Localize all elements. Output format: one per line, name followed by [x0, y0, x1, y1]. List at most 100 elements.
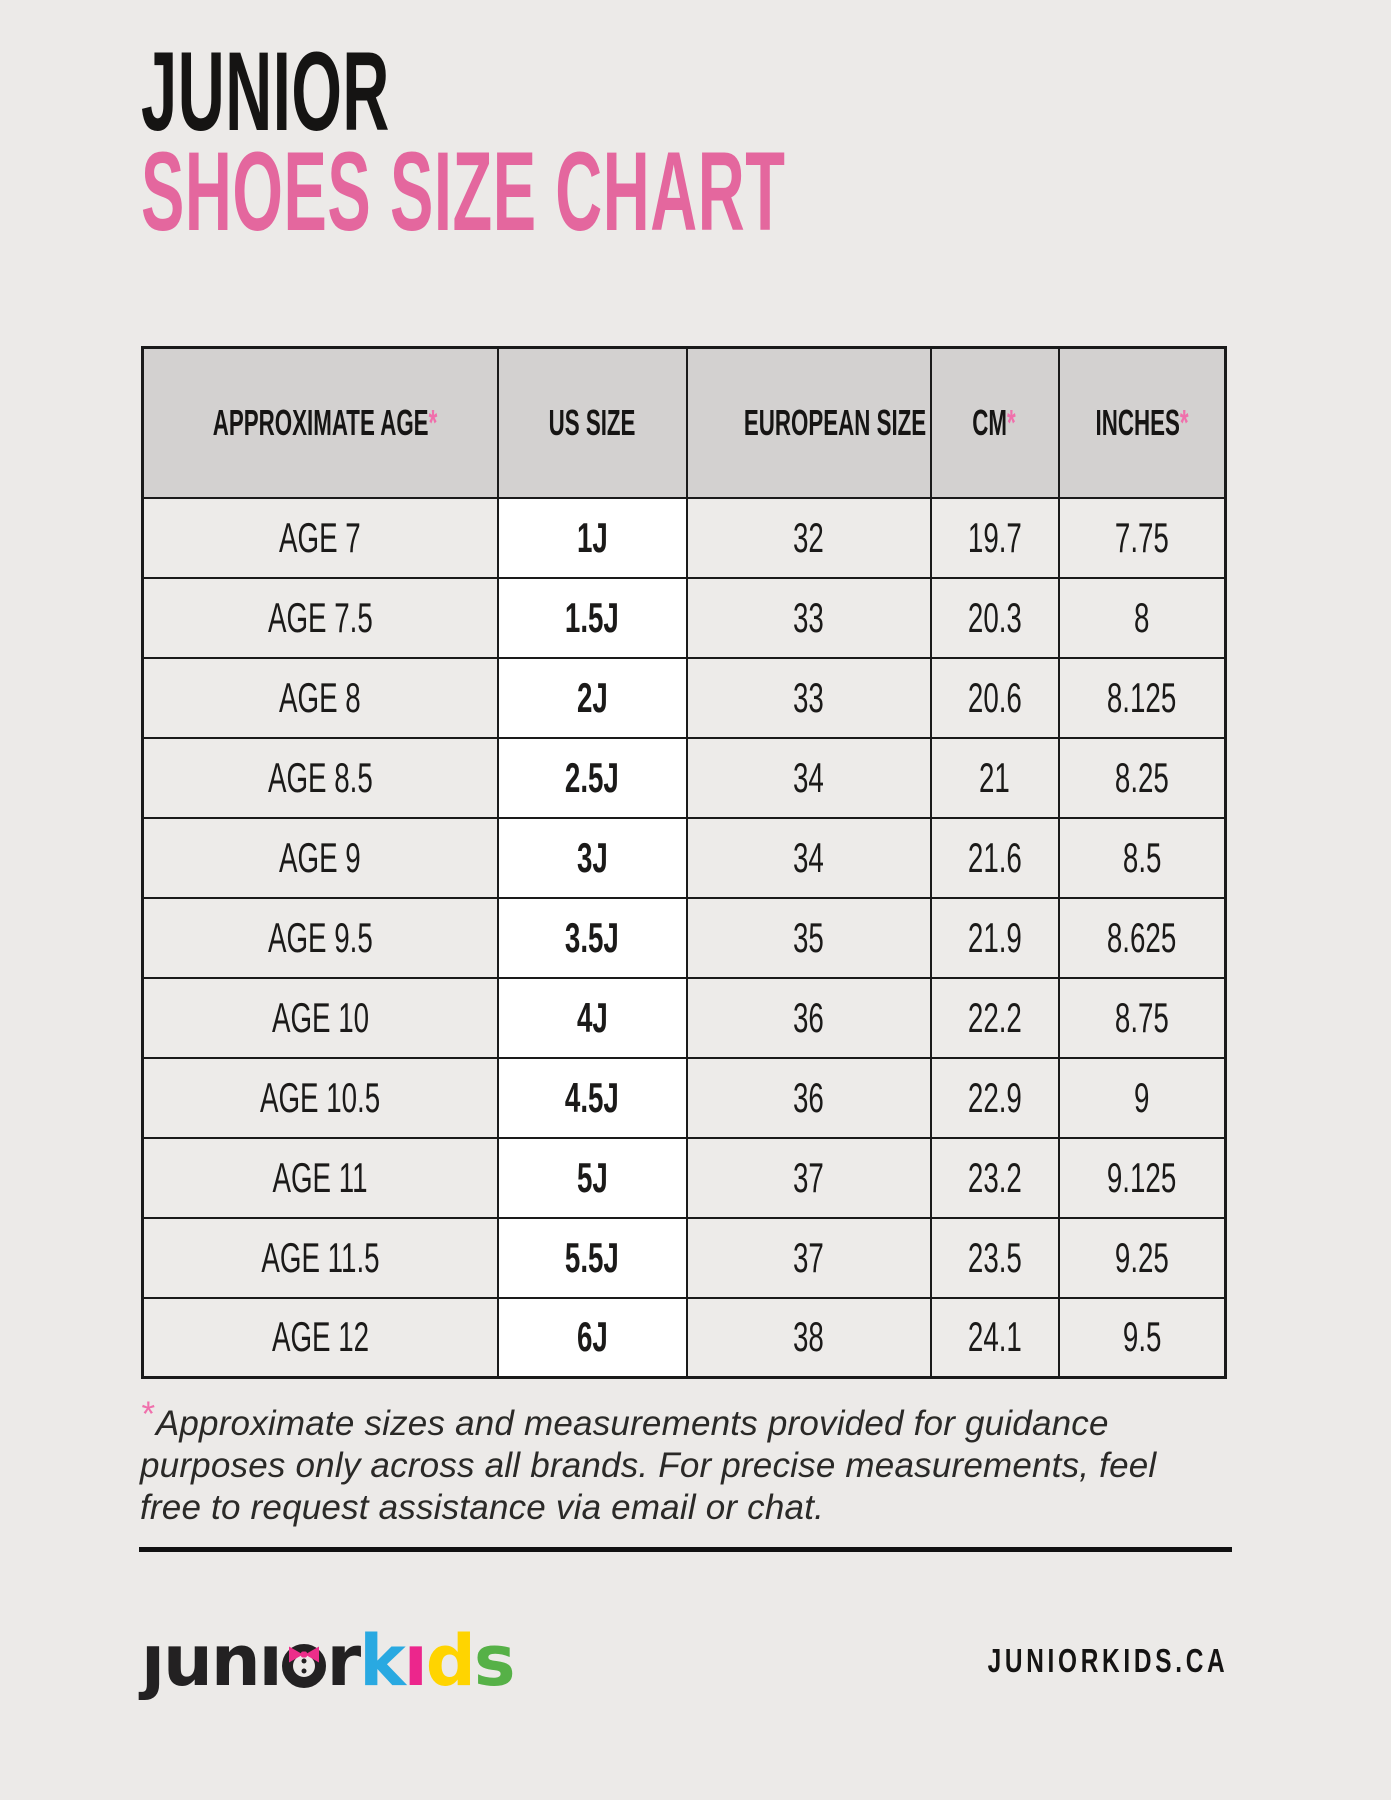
cell-us-size: 2.5J: [496, 736, 688, 819]
cell-european-size: 36: [685, 1056, 932, 1139]
asterisk: *: [1179, 401, 1189, 443]
cell-european-size: 33: [685, 656, 932, 739]
asterisk: *: [1007, 401, 1017, 443]
col-header-label: APPROXIMATE AGE: [212, 401, 429, 443]
cell-cm: 20.3: [929, 576, 1060, 659]
table-row-age-9: AGE 9 3J 34 21.6 8.5: [141, 816, 1227, 899]
footnote-text: Approximate sizes and measurements provi…: [140, 1404, 1157, 1527]
cell-european-size: 37: [685, 1136, 932, 1219]
header-row: APPROXIMATE AGE* US SIZE EUROPEAN SIZE C…: [141, 346, 1227, 499]
button-dot: [301, 1658, 307, 1664]
cell-us-size: 4.5J: [496, 1056, 688, 1139]
cell-us-size: 5J: [496, 1136, 688, 1219]
cell-age: AGE 8.5: [141, 736, 499, 819]
cell-age: AGE 10: [141, 976, 499, 1059]
cell-cm: 21.9: [929, 896, 1060, 979]
table-row-age-11: AGE 11 5J 37 23.2 9.125: [141, 1136, 1227, 1219]
logo-text-r: r: [326, 1620, 362, 1702]
cell-us-size: 5.5J: [496, 1216, 688, 1299]
col-header-label: CM: [972, 401, 1008, 443]
table-row-age-7: AGE 7 1J 32 19.7 7.75: [141, 496, 1227, 579]
bow-icon: [287, 1640, 321, 1664]
divider-line: [139, 1547, 1232, 1552]
cell-european-size: 34: [685, 736, 932, 819]
table-row-age-8: AGE 8 2J 33 20.6 8.125: [141, 656, 1227, 739]
cell-cm: 22.2: [929, 976, 1060, 1059]
cell-cm: 21: [929, 736, 1060, 819]
cell-european-size: 38: [685, 1296, 932, 1379]
title-line-junior: JUNIOR: [141, 29, 390, 154]
cell-inches: 8.625: [1057, 896, 1227, 979]
table-row-age-11-5: AGE 11.5 5.5J 37 23.5 9.25: [141, 1216, 1227, 1299]
size-table-body: AGE 7 1J 32 19.7 7.75 AGE 7.5 1.5J 33 20…: [141, 496, 1227, 1379]
col-header-approximate-age: APPROXIMATE AGE*: [141, 346, 499, 499]
cell-inches: 7.75: [1057, 496, 1227, 579]
cell-european-size: 32: [685, 496, 932, 579]
cell-cm: 19.7: [929, 496, 1060, 579]
footnote: *Approximate sizes and measurements prov…: [140, 1395, 1185, 1529]
cell-us-size: 6J: [496, 1296, 688, 1379]
cell-us-size: 2J: [496, 656, 688, 739]
cell-inches: 9: [1057, 1056, 1227, 1139]
cell-cm: 24.1: [929, 1296, 1060, 1379]
website-url: JUNIORKIDS.CA: [987, 1642, 1228, 1679]
cell-inches: 8: [1057, 576, 1227, 659]
logo-letter-k: k: [359, 1620, 406, 1702]
cell-inches: 8.125: [1057, 656, 1227, 739]
cell-age: AGE 11: [141, 1136, 499, 1219]
col-header-european-size: EUROPEAN SIZE: [685, 346, 932, 499]
cell-age: AGE 7: [141, 496, 499, 579]
cell-cm: 21.6: [929, 816, 1060, 899]
col-header-label: US SIZE: [548, 401, 636, 443]
cell-inches: 9.125: [1057, 1136, 1227, 1219]
cell-european-size: 37: [685, 1216, 932, 1299]
cell-cm: 22.9: [929, 1056, 1060, 1139]
logo-letter-i: ı: [403, 1620, 428, 1702]
cell-cm: 23.5: [929, 1216, 1060, 1299]
table-row-age-10-5: AGE 10.5 4.5J 36 22.9 9: [141, 1056, 1227, 1139]
cell-us-size: 1.5J: [496, 576, 688, 659]
col-header-label: EUROPEAN SIZE: [743, 401, 926, 443]
cell-cm: 20.6: [929, 656, 1060, 739]
logo-o-button-face-icon: [281, 1644, 326, 1688]
table-row-age-9-5: AGE 9.5 3.5J 35 21.9 8.625: [141, 896, 1227, 979]
cell-us-size: 4J: [496, 976, 688, 1059]
cell-age: AGE 11.5: [141, 1216, 499, 1299]
button-dots: [301, 1658, 307, 1674]
cell-us-size: 1J: [496, 496, 688, 579]
cell-us-size: 3.5J: [496, 896, 688, 979]
cell-age: AGE 8: [141, 656, 499, 739]
table-row-age-10: AGE 10 4J 36 22.2 8.75: [141, 976, 1227, 1059]
title-line-shoes-size-chart: SHOES SIZE CHART: [141, 129, 786, 254]
table-row-age-7-5: AGE 7.5 1.5J 33 20.3 8: [141, 576, 1227, 659]
size-table-header: APPROXIMATE AGE* US SIZE EUROPEAN SIZE C…: [141, 346, 1227, 499]
cell-inches: 8.25: [1057, 736, 1227, 819]
size-table: APPROXIMATE AGE* US SIZE EUROPEAN SIZE C…: [141, 346, 1227, 1379]
col-header-cm: CM*: [929, 346, 1060, 499]
cell-inches: 8.5: [1057, 816, 1227, 899]
table-row-age-12: AGE 12 6J 38 24.1 9.5: [141, 1296, 1227, 1379]
cell-european-size: 33: [685, 576, 932, 659]
cell-age: AGE 10.5: [141, 1056, 499, 1139]
cell-age: AGE 9: [141, 816, 499, 899]
cell-age: AGE 7.5: [141, 576, 499, 659]
col-header-label: INCHES: [1095, 401, 1180, 443]
cell-age: AGE 9.5: [141, 896, 499, 979]
juniorkids-logo: ȷunı rkıds: [141, 1626, 516, 1696]
logo-text-juni: ȷunı: [141, 1620, 283, 1702]
cell-inches: 9.5: [1057, 1296, 1227, 1379]
page-title: JUNIOR SHOES SIZE CHART: [0, 0, 1391, 254]
logo-letter-d: d: [425, 1620, 476, 1702]
footnote-asterisk: *: [140, 1395, 154, 1434]
logo-letter-s: s: [473, 1620, 516, 1702]
cell-european-size: 34: [685, 816, 932, 899]
asterisk: *: [428, 401, 438, 443]
table-row-age-8-5: AGE 8.5 2.5J 34 21 8.25: [141, 736, 1227, 819]
cell-inches: 9.25: [1057, 1216, 1227, 1299]
cell-european-size: 36: [685, 976, 932, 1059]
cell-inches: 8.75: [1057, 976, 1227, 1059]
cell-age: AGE 12: [141, 1296, 499, 1379]
cell-us-size: 3J: [496, 816, 688, 899]
col-header-inches: INCHES*: [1057, 346, 1227, 499]
